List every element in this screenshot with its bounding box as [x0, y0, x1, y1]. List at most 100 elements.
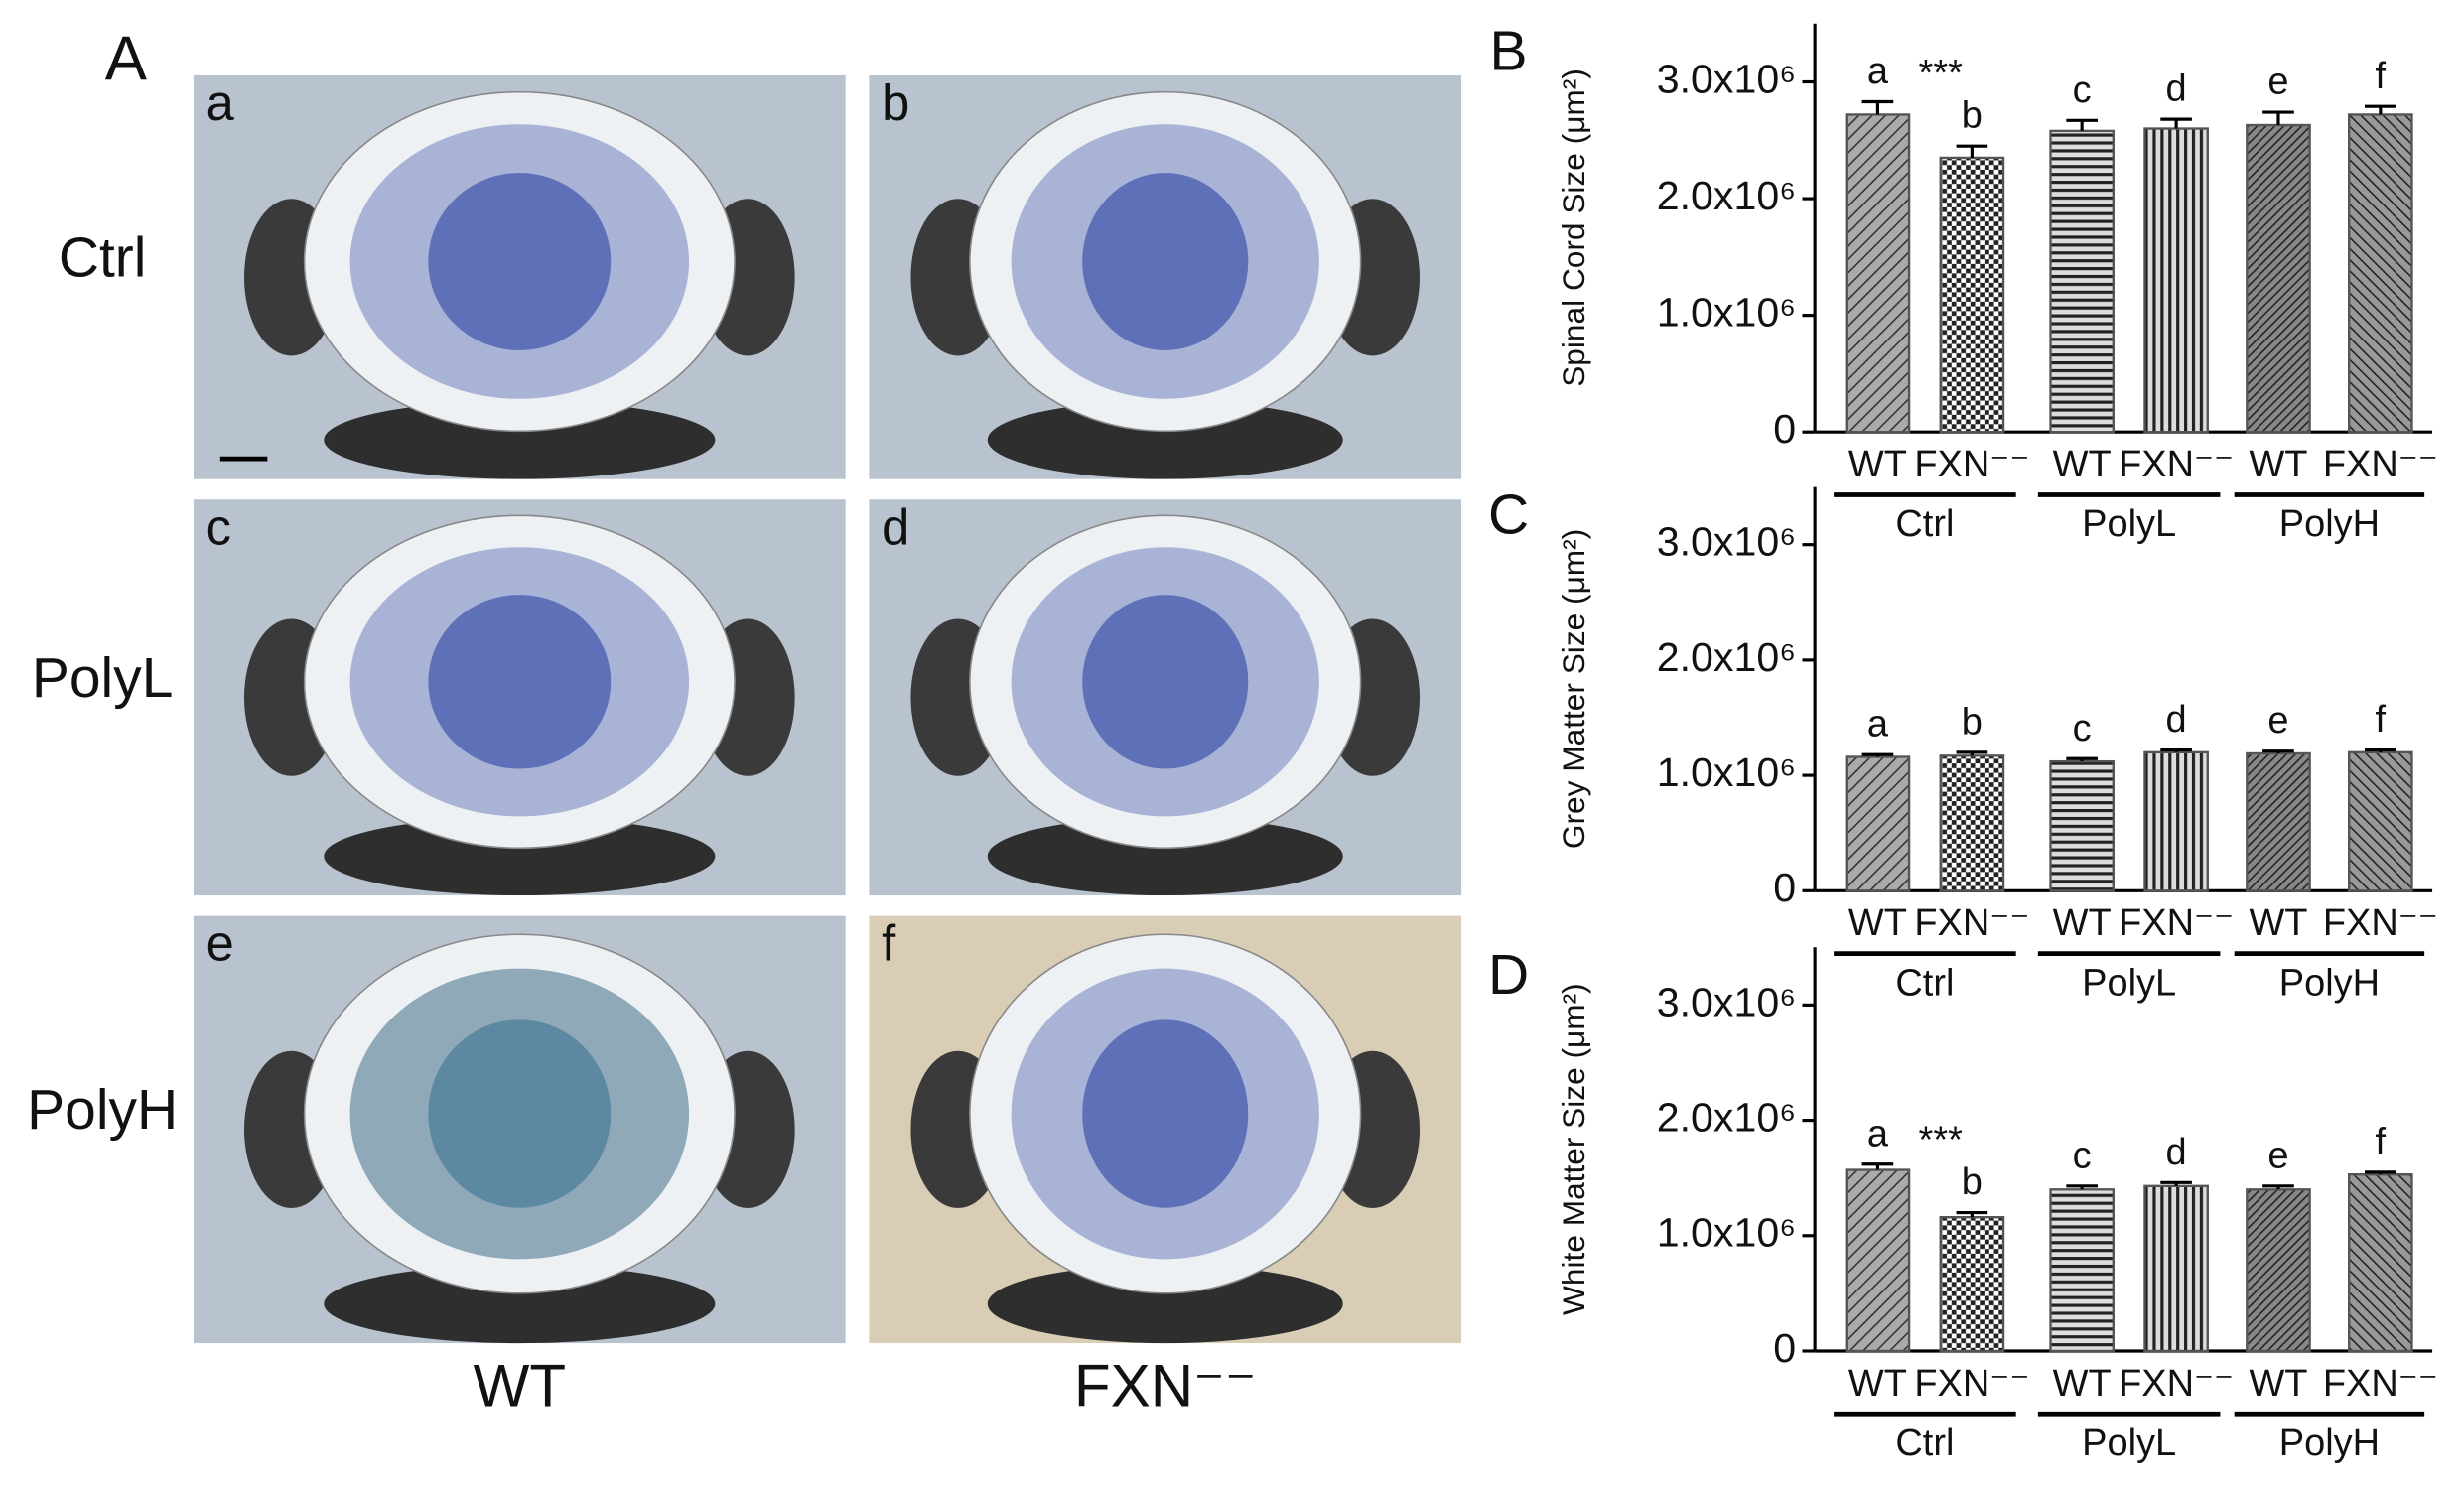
grey-matter	[428, 595, 612, 769]
y-axis-label: Spinal Cord Size (μm²)	[1556, 68, 1591, 387]
column-label: WT	[474, 1352, 566, 1419]
group-label: Ctrl	[1895, 1423, 1954, 1464]
bar-label: e	[2267, 1135, 2288, 1176]
row-label: PolyH	[27, 1078, 178, 1142]
group-label: PolyL	[2082, 503, 2176, 545]
category-label: FXN⁻⁻	[2119, 1363, 2234, 1405]
error-bar	[2262, 110, 2294, 126]
y-tick-label: 3.0x10⁶	[1657, 519, 1796, 565]
y-axis-label: Grey Matter Size (μm²)	[1556, 529, 1591, 849]
image-label: c	[206, 498, 231, 555]
bar-label: a	[1867, 704, 1889, 746]
bar-label: d	[2166, 1132, 2187, 1173]
bar-label: f	[2376, 699, 2387, 741]
category-label: FXN⁻⁻	[1914, 902, 2029, 944]
category-label: WT	[2053, 902, 2112, 944]
error-bar	[2160, 747, 2192, 752]
bar-label: a	[1867, 1113, 1889, 1154]
y-tick-label: 0	[1773, 406, 1796, 452]
panel-label: B	[1490, 19, 1528, 82]
error-bar	[2066, 118, 2098, 131]
bone	[324, 1264, 716, 1344]
error-bar	[1956, 750, 1988, 756]
group-label: PolyH	[2279, 962, 2380, 1004]
bar	[2049, 759, 2115, 892]
micrographs	[193, 74, 1462, 1344]
category-label: FXN⁻⁻	[2119, 444, 2234, 485]
group-label: Ctrl	[1895, 962, 1954, 1004]
group-label: PolyL	[2082, 962, 2176, 1004]
bar	[1845, 1168, 1911, 1353]
error-bar	[2365, 747, 2396, 752]
y-tick-label: 1.0x10⁶	[1657, 290, 1796, 336]
y-tick-label: 1.0x10⁶	[1657, 749, 1796, 795]
error-bar	[1956, 144, 1988, 158]
bar-label: d	[2166, 699, 2187, 741]
group-label: PolyL	[2082, 1423, 2176, 1464]
group-label: PolyH	[2279, 503, 2380, 545]
bar-label: b	[1962, 95, 1983, 137]
bar	[1845, 113, 1911, 434]
error-bar	[2365, 1170, 2396, 1175]
row-label: Ctrl	[59, 226, 147, 290]
bone	[987, 400, 1343, 479]
bar-label: d	[2166, 68, 2187, 110]
panel-label: A	[105, 24, 148, 93]
bar-label: e	[2267, 62, 2288, 103]
significance: ***	[1919, 53, 1964, 94]
category-label: FXN⁻⁻	[2323, 902, 2438, 944]
category-label: WT	[2053, 444, 2112, 485]
y-tick-label: 2.0x10⁶	[1657, 634, 1796, 680]
category-label: WT	[1848, 902, 1907, 944]
bar-label: a	[1867, 51, 1889, 92]
bone	[324, 400, 716, 479]
category-label: WT	[1848, 1363, 1907, 1405]
error-bar	[2066, 1184, 2098, 1190]
category-label: FXN⁻⁻	[2323, 444, 2438, 485]
error-bar	[2262, 1184, 2294, 1190]
error-bar	[2262, 749, 2294, 754]
y-tick-label: 2.0x10⁶	[1657, 173, 1796, 218]
grey-matter	[1082, 595, 1249, 769]
y-tick-label: 0	[1773, 1325, 1796, 1371]
y-tick-label: 0	[1773, 865, 1796, 910]
error-bar	[1861, 752, 1894, 757]
y-tick-label: 2.0x10⁶	[1657, 1094, 1796, 1140]
bar	[1845, 755, 1911, 892]
significance: ***	[1919, 1119, 1964, 1160]
bar-label: b	[1962, 701, 1983, 743]
bone	[987, 816, 1343, 896]
bar	[2049, 129, 2115, 434]
group-label: PolyH	[2279, 1423, 2380, 1464]
bar-label: b	[1962, 1161, 1983, 1203]
grey-matter	[428, 1019, 612, 1208]
bar	[2143, 127, 2209, 434]
bar	[2143, 750, 2209, 892]
panel-label: D	[1488, 943, 1529, 1007]
image-label: d	[882, 498, 909, 555]
panel-label: C	[1488, 482, 1529, 546]
error-bar	[2160, 117, 2192, 129]
category-label: WT	[2249, 902, 2307, 944]
bar-label: f	[2376, 1121, 2387, 1162]
grey-matter	[1082, 173, 1249, 350]
group-label: Ctrl	[1895, 503, 1954, 545]
bone	[324, 816, 716, 896]
image-label: a	[206, 74, 235, 131]
category-label: FXN⁻⁻	[2323, 1363, 2438, 1405]
category-label: WT	[2249, 444, 2307, 485]
bar	[1939, 156, 2005, 434]
bone	[987, 1264, 1343, 1344]
bar	[2246, 751, 2311, 892]
error-bar	[2066, 756, 2098, 762]
bar-label: c	[2073, 1135, 2092, 1176]
row-label: PolyL	[32, 646, 174, 710]
category-label: WT	[2249, 1363, 2307, 1405]
y-axis-label: White Matter Size (μm²)	[1556, 983, 1591, 1315]
bar	[2348, 113, 2413, 434]
bar	[2348, 750, 2413, 892]
bar	[1939, 754, 2005, 892]
bar	[1939, 1216, 2005, 1353]
image-label: b	[882, 74, 909, 131]
